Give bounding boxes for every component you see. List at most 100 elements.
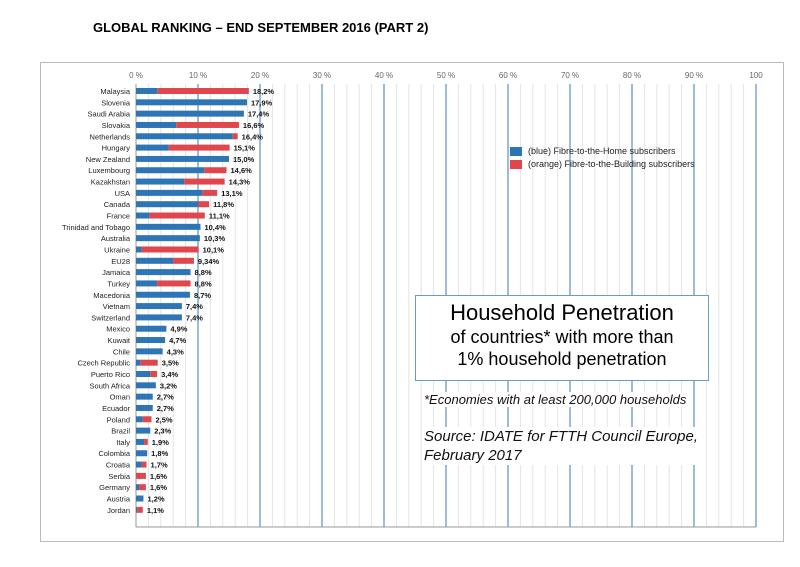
- bar-ftth: [136, 416, 143, 423]
- bar-ftth: [136, 427, 151, 434]
- bar-ftth: [136, 461, 142, 468]
- value-label: 7,4%: [186, 302, 203, 311]
- bar-ftth: [136, 314, 182, 321]
- x-tick-label: 10 %: [189, 71, 207, 80]
- bar-fttb: [141, 246, 199, 253]
- value-label: 14,3%: [229, 178, 251, 187]
- category-label: Saudi Arabia: [87, 110, 130, 119]
- bar-ftth: [136, 235, 200, 242]
- category-label: Jordan: [107, 506, 130, 515]
- category-label: Jamaica: [102, 268, 131, 277]
- bar-fttb: [144, 438, 148, 445]
- legend: (blue) Fibre-to-the-Home subscribers (or…: [510, 146, 695, 172]
- category-label: France: [107, 212, 130, 221]
- bar-fttb: [142, 416, 152, 423]
- value-label: 15,1%: [234, 144, 256, 153]
- bar-fttb: [157, 280, 191, 287]
- value-label: 8,8%: [195, 279, 212, 288]
- category-label: Italy: [116, 438, 130, 447]
- bar-ftth: [136, 337, 166, 344]
- category-label: EU28: [111, 257, 130, 266]
- x-tick-label: 30 %: [313, 71, 331, 80]
- bar-ftth: [136, 223, 201, 230]
- bar-ftth: [136, 348, 163, 355]
- x-tick-label: 100: [749, 71, 763, 80]
- bar-fttb: [139, 484, 146, 491]
- category-label: Colombia: [98, 449, 131, 458]
- value-label: 1,6%: [150, 472, 167, 481]
- bar-ftth: [136, 371, 151, 377]
- bar-fttb: [136, 472, 146, 479]
- category-label: Malaysia: [100, 87, 130, 96]
- value-label: 11,8%: [213, 200, 234, 209]
- source-line: Source: IDATE for FTTH Council Europe,: [424, 428, 698, 445]
- value-label: 8,7%: [194, 291, 211, 300]
- bar-ftth: [136, 325, 167, 332]
- category-label: Slovenia: [101, 98, 131, 107]
- x-tick-label: 60 %: [499, 71, 517, 80]
- value-label: 4,9%: [170, 325, 187, 334]
- bar-ftth: [136, 144, 169, 151]
- value-label: 2,3%: [154, 427, 171, 436]
- value-label: 10,1%: [203, 245, 225, 254]
- x-tick-label: 0 %: [129, 71, 143, 80]
- value-label: 2,5%: [156, 415, 173, 424]
- category-label: Ukraine: [104, 245, 130, 254]
- category-label: Slovakia: [102, 121, 131, 130]
- category-label: South Africa: [90, 381, 131, 390]
- value-label: 1,9%: [152, 438, 169, 447]
- value-label: 9,34%: [198, 257, 220, 266]
- value-label: 3,4%: [161, 370, 178, 379]
- bar-ftth: [136, 484, 140, 491]
- category-label: Vietnam: [103, 302, 130, 311]
- x-tick-label: 70 %: [561, 71, 579, 80]
- category-label: Ecuador: [102, 404, 130, 413]
- bar-ftth: [136, 359, 141, 366]
- x-tick-label: 20 %: [251, 71, 269, 80]
- value-label: 13,1%: [221, 189, 243, 198]
- bar-ftth: [136, 257, 174, 264]
- annotation-box: Household Penetration of countries* with…: [415, 295, 709, 381]
- value-label: 11,1%: [209, 212, 230, 221]
- value-label: 17,4%: [248, 110, 270, 119]
- bar-ftth: [136, 382, 156, 389]
- annotation-line: of countries* with more than: [450, 327, 674, 347]
- category-label: Serbia: [108, 472, 131, 481]
- bar-ftth: [136, 506, 138, 513]
- source-line: February 2017: [424, 447, 522, 464]
- bar-fttb: [157, 88, 249, 94]
- legend-item-fttb: (orange) Fibre-to-the-Building subscribe…: [510, 159, 695, 169]
- category-label: Czech Republic: [77, 359, 130, 368]
- annotation-heading: Household Penetration: [450, 300, 674, 325]
- value-label: 1,2%: [147, 495, 164, 504]
- bar-fttb: [173, 257, 194, 264]
- bar-ftth: [136, 167, 205, 174]
- value-label: 2,7%: [157, 404, 174, 413]
- bar-fttb: [202, 189, 218, 196]
- bar-ftth: [136, 246, 142, 253]
- value-label: 14,6%: [231, 166, 253, 175]
- value-label: 1,1%: [147, 506, 164, 515]
- value-label: 16,6%: [243, 121, 265, 130]
- value-label: 4,7%: [169, 336, 186, 345]
- value-label: 4,3%: [167, 347, 184, 356]
- value-label: 18,2%: [253, 87, 275, 96]
- bar-ftth: [136, 291, 190, 298]
- bar-fttb: [184, 178, 225, 185]
- bar-ftth: [136, 303, 182, 310]
- category-label: Poland: [107, 415, 130, 424]
- value-label: 3,2%: [160, 381, 177, 390]
- category-label: Netherlands: [90, 132, 131, 141]
- bar-fttb: [204, 167, 227, 174]
- category-label: Trinidad and Tobago: [62, 223, 130, 232]
- bar-fttb: [140, 359, 158, 366]
- legend-label: (orange) Fibre-to-the-Building subscribe…: [528, 159, 695, 169]
- bar-fttb: [232, 133, 238, 140]
- category-label: Brazil: [111, 427, 130, 436]
- value-label: 10,3%: [204, 234, 226, 243]
- category-label: Switzerland: [91, 313, 130, 322]
- value-label: 8,8%: [195, 268, 212, 277]
- value-label: 3,5%: [162, 359, 179, 368]
- bar-ftth: [136, 189, 203, 196]
